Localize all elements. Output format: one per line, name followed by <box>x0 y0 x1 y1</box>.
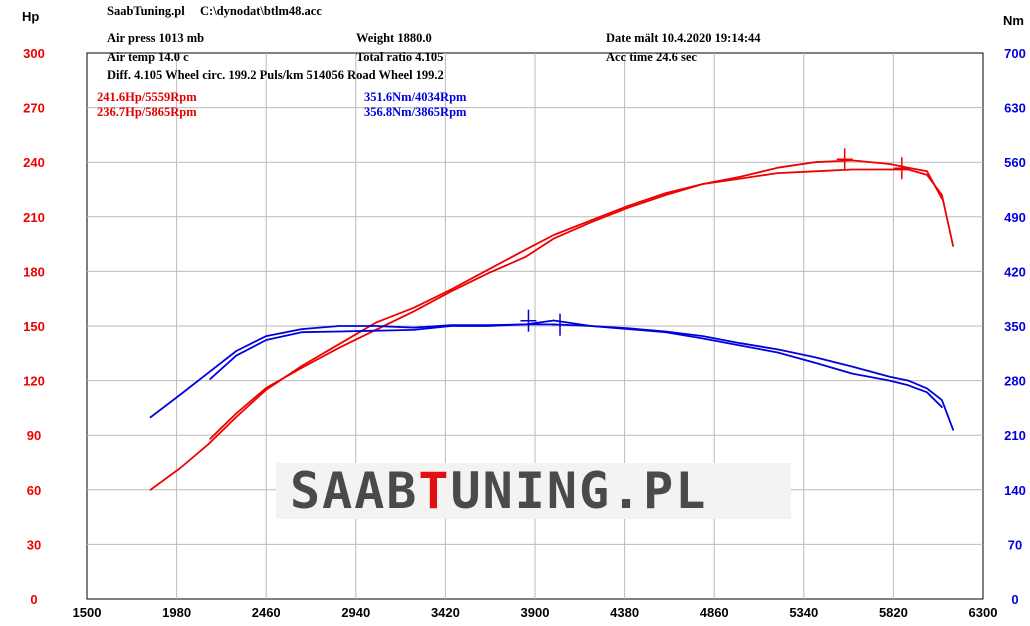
x-tick-label: 2940 <box>341 605 370 620</box>
x-tick-label: 3900 <box>521 605 550 620</box>
x-tick-label: 2460 <box>252 605 281 620</box>
x-tick-label: 4380 <box>610 605 639 620</box>
x-tick-label: 5820 <box>879 605 908 620</box>
peak-hp-2: 236.7Hp/5865Rpm <box>97 105 197 119</box>
y-right-tick-label: 70 <box>1008 537 1022 552</box>
logo-text-saab: SAAB <box>290 462 419 520</box>
torque-curve-2 <box>209 319 954 431</box>
y-right-tick-label: 140 <box>1004 483 1026 498</box>
date: Date mält 10.4.2020 19:14:44 <box>606 31 761 45</box>
y-left-tick-label: 90 <box>27 428 41 443</box>
x-tick-label: 1980 <box>162 605 191 620</box>
y-left-tick-label: 120 <box>23 374 45 389</box>
y-left-tick-label: 210 <box>23 210 45 225</box>
y-left-tick-label: 240 <box>23 155 45 170</box>
peak-nm-2: 356.8Nm/3865Rpm <box>364 105 467 119</box>
saabtuning-logo: SAABTUNING.PL <box>276 463 791 519</box>
y-right-tick-label: 700 <box>1004 46 1026 61</box>
y-left-tick-label: 0 <box>30 592 37 607</box>
y-left-tick-label: 30 <box>27 537 41 552</box>
total-ratio: Total ratio 4.105 <box>356 50 444 64</box>
weight: Weight 1880.0 <box>356 31 432 45</box>
torque-curve-1 <box>149 323 943 419</box>
y-right-tick-label: 350 <box>1004 319 1026 334</box>
y-right-label: Nm <box>1003 13 1024 28</box>
y-right-tick-label: 210 <box>1004 428 1026 443</box>
power-curve-2 <box>209 168 954 440</box>
x-tick-label: 4860 <box>700 605 729 620</box>
air-temp: Air temp 14.0 c <box>107 50 189 64</box>
x-tick-label: 6300 <box>969 605 998 620</box>
y-right-tick-label: 630 <box>1004 101 1026 116</box>
y-left-tick-label: 300 <box>23 46 45 61</box>
x-tick-label: 1500 <box>73 605 102 620</box>
logo-text-t: T <box>418 462 451 520</box>
y-left-tick-label: 150 <box>23 319 45 334</box>
y-right-tick-label: 0 <box>1011 592 1018 607</box>
x-tick-label: 5340 <box>789 605 818 620</box>
y-left-tick-label: 180 <box>23 264 45 279</box>
acc-time: Acc time 24.6 sec <box>606 50 697 64</box>
y-right-tick-label: 280 <box>1004 374 1026 389</box>
y-left-label: Hp <box>22 9 39 24</box>
y-left-tick-label: 60 <box>27 483 41 498</box>
peak-hp-1: 241.6Hp/5559Rpm <box>97 90 197 104</box>
logo-text: SAABTUNING.PL <box>290 465 707 517</box>
x-tick-label: 3420 <box>431 605 460 620</box>
diff-info: Diff. 4.105 Wheel circ. 199.2 Puls/km 51… <box>107 68 444 82</box>
logo-text-uning: UNING.PL <box>450 462 708 520</box>
y-right-tick-label: 420 <box>1004 264 1026 279</box>
app-title: SaabTuning.pl <box>107 4 185 18</box>
file-path: C:\dynodat\btlm48.acc <box>200 4 322 18</box>
y-left-tick-label: 270 <box>23 101 45 116</box>
peak-nm-1: 351.6Nm/4034Rpm <box>364 90 467 104</box>
y-right-tick-label: 560 <box>1004 155 1026 170</box>
air-press: Air press 1013 mb <box>107 31 205 45</box>
power-curve-1 <box>149 159 943 491</box>
y-right-tick-label: 490 <box>1004 210 1026 225</box>
